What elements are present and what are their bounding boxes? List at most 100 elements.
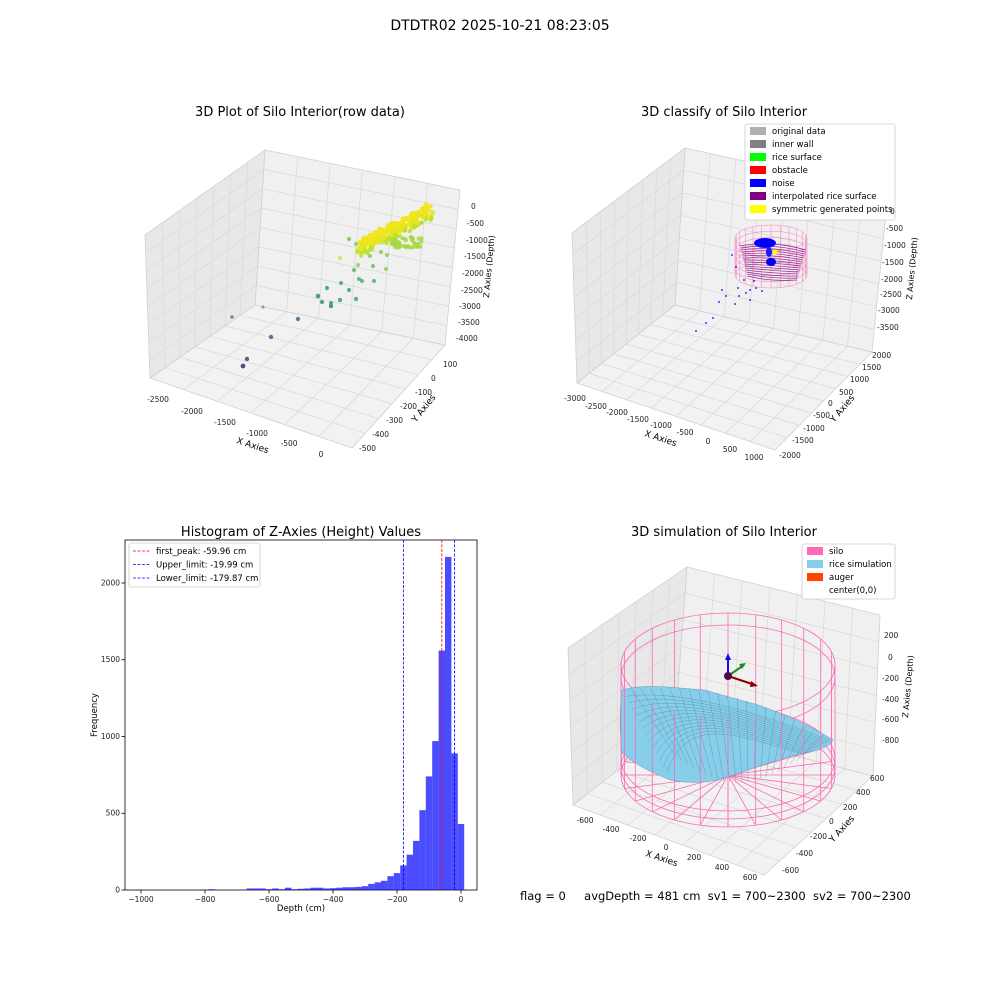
data-point — [380, 233, 385, 238]
x-axis-label: X Axies — [235, 436, 270, 456]
z-tick-labels: 200 0 -200 -400 -600 -800 — [882, 631, 899, 745]
histogram-bar — [278, 889, 285, 890]
mesh-line — [759, 707, 767, 780]
silo-floor-spoke — [727, 761, 832, 776]
data-point — [377, 227, 382, 232]
silo-floor-spoke — [699, 774, 729, 826]
data-point — [356, 263, 360, 267]
y-tick-label: -600 — [782, 866, 799, 875]
z-tick-label: -3500 — [458, 318, 480, 327]
z-tick-label: -800 — [882, 736, 899, 745]
grid-line — [575, 259, 679, 341]
data-point — [401, 222, 406, 227]
data-point — [423, 217, 428, 222]
mesh-line — [639, 710, 823, 746]
interpolated-surface-line — [742, 255, 804, 261]
y-tick-label: 600 — [870, 774, 885, 783]
grid-line — [574, 237, 680, 319]
data-point — [421, 214, 426, 219]
data-point — [426, 214, 431, 219]
z-tick-label: -4000 — [456, 334, 478, 343]
z-tick-label: -1000 — [884, 241, 906, 250]
mesh-line — [656, 725, 812, 755]
x-tick-labels: -2500 -2000 -1500 -1000 -500 0 — [147, 395, 324, 459]
legend-swatch — [807, 573, 823, 581]
interpolated-surface-line — [741, 250, 805, 257]
y-tick-labels: 100 0 -100 -200 -300 -400 -500 — [359, 360, 458, 453]
interpolated-surface-line — [746, 271, 799, 277]
silo-wireframe-front — [620, 665, 836, 828]
data-point — [397, 245, 402, 250]
grid-line — [613, 201, 615, 354]
legend-label: Lower_limit: -179.87 cm — [156, 574, 258, 584]
data-point — [351, 267, 357, 273]
flag-text: flag = 0 — [520, 889, 566, 903]
z-tick-label: -3500 — [877, 323, 899, 332]
data-point — [416, 220, 421, 226]
grid-line — [599, 211, 602, 364]
interpolated-surface-line — [747, 275, 798, 281]
histogram-bar — [265, 889, 273, 890]
histogram-bar — [310, 887, 317, 890]
histogram-bar — [368, 883, 375, 890]
grid-line — [638, 333, 836, 390]
silo-floor-spoke — [727, 774, 782, 821]
data-point — [367, 232, 372, 237]
data-point — [386, 227, 391, 233]
grid-line — [680, 645, 877, 696]
legend-label: inner wall — [772, 140, 813, 150]
histogram-bar — [419, 810, 426, 890]
legend-swatch — [750, 179, 766, 187]
depth-histogram: Histogram of Z-Axies (Height) Values −10… — [90, 525, 478, 914]
data-point — [403, 238, 408, 243]
y-tick-label: 200 — [843, 803, 858, 812]
x-tick-label: 1000 — [744, 453, 763, 462]
grid-line — [239, 315, 432, 361]
data-point — [409, 218, 414, 223]
z-tick-label: -500 — [886, 224, 903, 233]
noise-point — [753, 280, 755, 282]
data-point — [385, 236, 390, 241]
mesh-line — [789, 729, 814, 765]
y-tick-label: 500 — [839, 388, 854, 397]
status-footer: flag = 0 avgDepth = 481 cm sv1 = 700~230… — [520, 889, 911, 903]
mesh-line — [698, 689, 719, 780]
x-tick-label: -2000 — [606, 408, 628, 417]
data-point — [365, 251, 370, 256]
x-tick-label: 0 — [664, 843, 669, 852]
mesh-line — [652, 722, 814, 750]
grid-line — [601, 363, 800, 426]
z-tick-label: -3000 — [459, 302, 481, 311]
x-tick-labels: -3000 -2500 -2000 -1500 -1000 -500 0 500… — [564, 394, 764, 462]
histogram-bar — [457, 823, 465, 890]
data-point — [416, 236, 421, 241]
mesh-line — [727, 694, 737, 783]
grid-line — [573, 215, 681, 298]
grid-line — [680, 214, 882, 262]
data-point — [383, 239, 388, 244]
histogram-bar — [355, 886, 362, 890]
grid-line — [250, 324, 351, 414]
histogram-bar — [208, 889, 215, 890]
z-tick-label: -1500 — [464, 252, 486, 261]
histogram-bar — [317, 887, 324, 890]
y-tick-label: -400 — [796, 849, 813, 858]
y-tick-label: 2000 — [872, 351, 891, 360]
data-point — [427, 208, 432, 213]
sv2-text: sv2 = 700~2300 — [812, 889, 911, 903]
x-tick-label: −200 — [387, 895, 408, 904]
data-point — [412, 223, 418, 228]
y-tick-label: 0 — [115, 886, 120, 895]
histogram-bar — [387, 876, 394, 890]
grid-line — [650, 324, 848, 377]
legend-swatch — [807, 547, 823, 555]
data-point — [268, 334, 274, 340]
legend: original data inner wall rice surface obsta… — [744, 123, 896, 221]
mesh-line — [645, 716, 819, 748]
legend-label: first_peak: -59.96 cm — [156, 547, 246, 557]
data-point — [362, 248, 367, 253]
histogram-bar — [432, 741, 439, 890]
data-point — [371, 278, 377, 284]
data-point — [406, 244, 411, 249]
legend-swatch — [750, 192, 766, 200]
